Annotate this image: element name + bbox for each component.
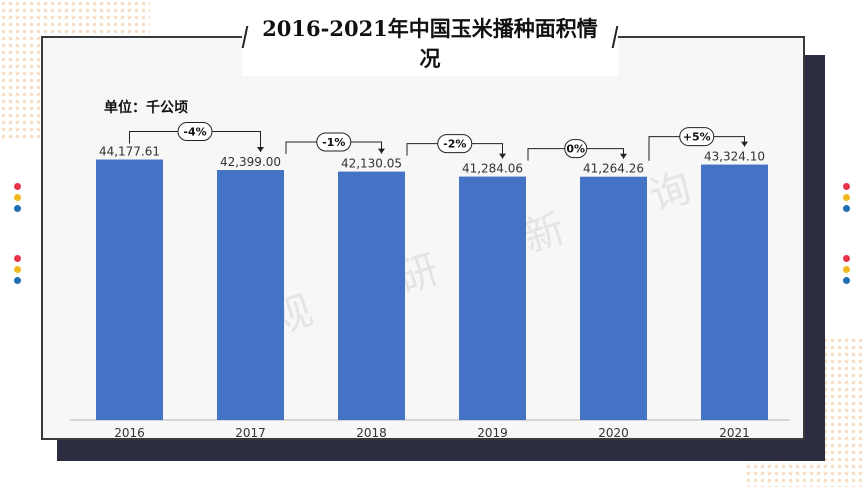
chart-panel (41, 36, 805, 440)
change-arrow-2 (499, 153, 506, 159)
value-label-2018: 42,130.05 (341, 157, 402, 171)
x-tick-label-2017: 2017 (235, 426, 266, 440)
bar-2021 (701, 164, 768, 420)
change-label-0: -4% (183, 126, 206, 139)
change-badge-4 (679, 127, 715, 147)
title-background (242, 12, 618, 76)
x-tick-label-2019: 2019 (477, 426, 508, 440)
x-tick-label-2020: 2020 (598, 426, 629, 440)
change-arrow-1 (378, 148, 385, 154)
change-badge-1 (316, 132, 352, 152)
value-label-2016: 44,177.61 (99, 145, 160, 159)
bar-2016 (96, 159, 163, 420)
change-badge-3 (564, 139, 588, 159)
x-tick-label-2021: 2021 (719, 426, 750, 440)
change-arrow-3 (620, 153, 627, 159)
bar-2020 (580, 176, 647, 420)
bar-2018 (338, 171, 405, 420)
value-label-2021: 43,324.10 (704, 150, 765, 164)
side-dots-left-top (14, 183, 22, 216)
x-tick-label-2018: 2018 (356, 426, 387, 440)
change-label-1: -1% (322, 136, 345, 149)
side-dots-right-bottom (843, 255, 851, 288)
value-label-2020: 41,264.26 (583, 162, 644, 176)
chart-title: 2016-2021年中国玉米播种面积情况 (262, 16, 598, 71)
change-label-3: 0% (566, 143, 585, 156)
unit-label: 单位：千公顷 (104, 100, 188, 116)
change-badge-2 (437, 134, 473, 154)
side-dots-left-bottom (14, 255, 22, 288)
x-tick-label-2016: 2016 (114, 426, 145, 440)
bar-2017 (217, 170, 284, 420)
change-badge-0 (177, 122, 213, 142)
side-dots-right-top (843, 183, 851, 216)
change-arrow-0 (257, 147, 264, 153)
change-arrow-4 (741, 141, 748, 147)
bar-2019 (459, 176, 526, 420)
change-label-2: -2% (443, 138, 466, 151)
change-label-4: +5% (683, 131, 711, 144)
value-label-2019: 41,284.06 (462, 162, 523, 176)
value-label-2017: 42,399.00 (220, 155, 281, 169)
